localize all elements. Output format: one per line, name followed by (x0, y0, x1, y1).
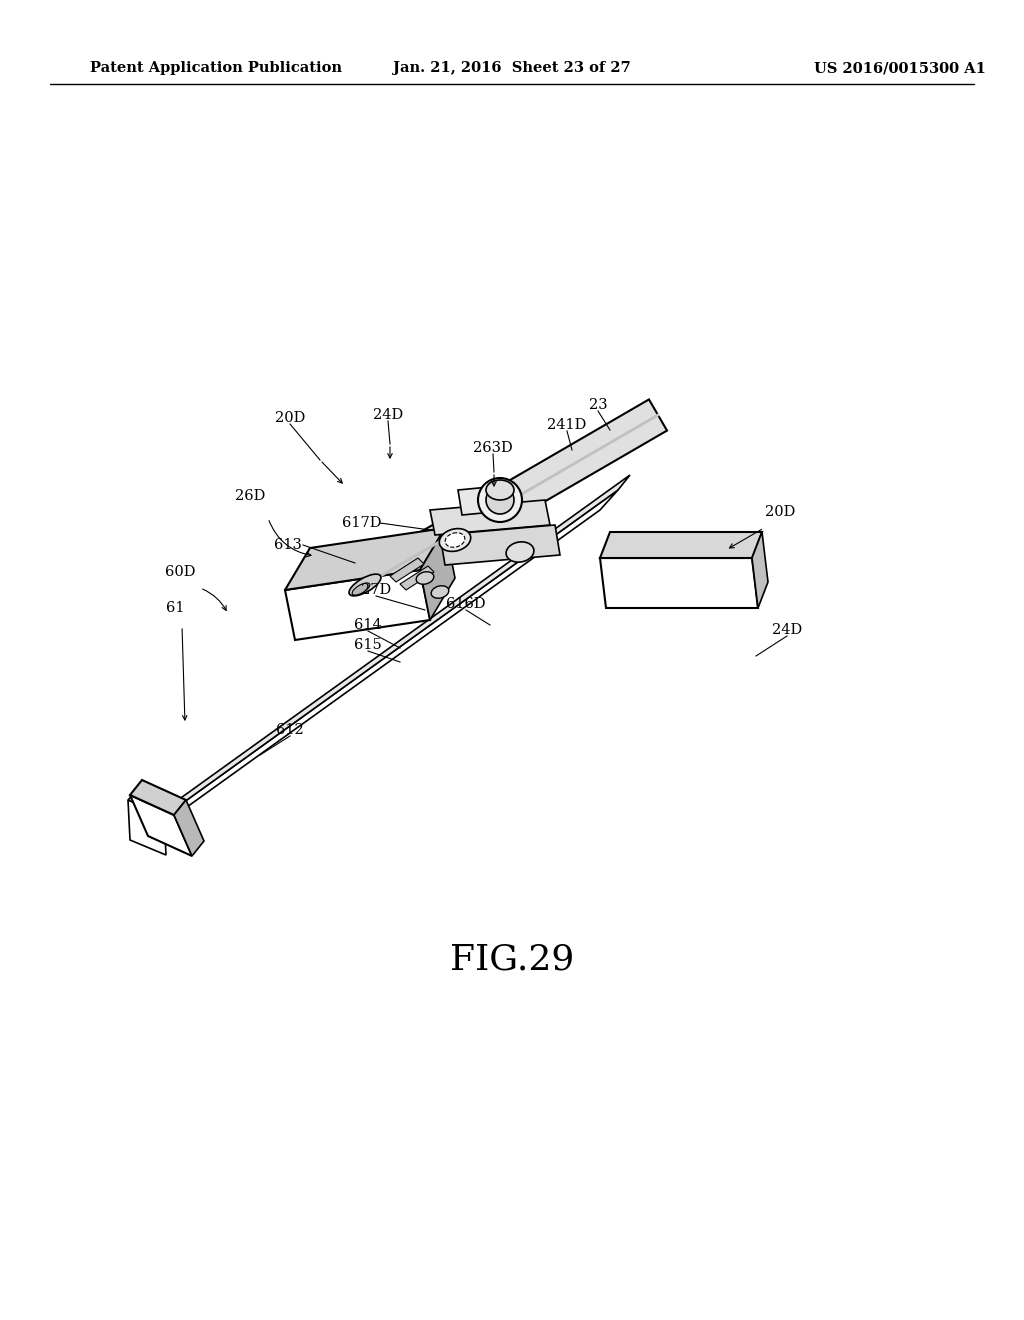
Polygon shape (130, 780, 186, 814)
Text: 614: 614 (354, 618, 382, 632)
Text: 24D: 24D (772, 623, 802, 638)
Polygon shape (300, 545, 440, 630)
Polygon shape (420, 528, 455, 620)
Polygon shape (400, 566, 434, 590)
Text: 60D: 60D (165, 565, 196, 579)
Text: 26D: 26D (234, 488, 265, 503)
Text: 61: 61 (166, 601, 184, 615)
Text: FIG.29: FIG.29 (450, 942, 574, 977)
Text: Jan. 21, 2016  Sheet 23 of 27: Jan. 21, 2016 Sheet 23 of 27 (393, 61, 631, 75)
Polygon shape (752, 532, 768, 609)
Text: 20D: 20D (765, 506, 796, 519)
Polygon shape (128, 800, 166, 855)
Text: 263D: 263D (473, 441, 513, 455)
Polygon shape (166, 475, 630, 814)
Text: 616D: 616D (446, 597, 485, 611)
Text: 612: 612 (276, 723, 304, 737)
Text: 27D: 27D (360, 583, 391, 597)
Polygon shape (174, 800, 204, 855)
Polygon shape (148, 490, 618, 836)
Text: 613: 613 (274, 539, 302, 552)
Ellipse shape (486, 480, 514, 500)
Text: 24D: 24D (373, 408, 403, 422)
Ellipse shape (506, 541, 534, 562)
Polygon shape (600, 532, 762, 558)
Polygon shape (430, 500, 550, 535)
Circle shape (478, 478, 522, 521)
Polygon shape (600, 558, 758, 609)
Ellipse shape (439, 528, 471, 552)
Polygon shape (390, 558, 424, 582)
Ellipse shape (349, 574, 381, 595)
Polygon shape (440, 525, 560, 565)
Ellipse shape (431, 586, 449, 598)
Ellipse shape (352, 583, 370, 595)
Text: Patent Application Publication: Patent Application Publication (90, 61, 342, 75)
Text: 20D: 20D (274, 411, 305, 425)
Text: 617D: 617D (342, 516, 382, 531)
Polygon shape (356, 400, 667, 601)
Text: US 2016/0015300 A1: US 2016/0015300 A1 (814, 61, 986, 75)
Polygon shape (128, 785, 178, 814)
Text: 241D: 241D (547, 418, 587, 432)
Polygon shape (285, 528, 445, 590)
Polygon shape (458, 484, 514, 515)
Text: 23: 23 (589, 399, 607, 412)
Polygon shape (130, 795, 193, 855)
Text: 615: 615 (354, 638, 382, 652)
Ellipse shape (416, 572, 434, 585)
Circle shape (486, 486, 514, 513)
Polygon shape (285, 570, 430, 640)
Ellipse shape (445, 533, 465, 548)
